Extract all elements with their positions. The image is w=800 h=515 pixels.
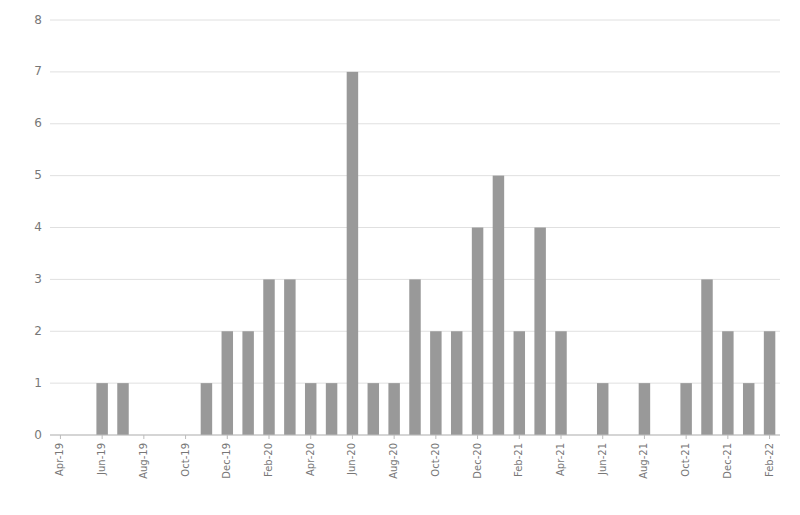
bar: [347, 72, 358, 435]
x-tick: [185, 435, 186, 439]
y-tick-label: 6: [34, 116, 42, 130]
x-tick-label: Jun-21: [597, 443, 608, 476]
bar: [409, 279, 420, 435]
bar: [680, 383, 691, 435]
y-tick-label: 3: [34, 272, 42, 286]
grid-line: [50, 123, 780, 124]
x-tick-label: Feb-21: [513, 443, 524, 477]
x-tick-label: Jun-20: [346, 443, 357, 476]
bar: [96, 383, 107, 435]
chart-container: 0 1 2 3 4 5 6 7 8 Apr-19 Jun-19 Aug-19 Oct-19 Dec-19 F…: [0, 0, 800, 515]
x-axis: Apr-19 Jun-19 Aug-19 Oct-19 Dec-19 Feb-20 Apr-…: [50, 435, 780, 479]
x-tick-label: Aug-19: [138, 443, 149, 479]
x-tick: [143, 435, 144, 439]
bar: [284, 279, 295, 435]
x-axis-line: [50, 435, 780, 436]
y-tick-label: 2: [34, 324, 42, 338]
x-tick: [769, 435, 770, 439]
x-tick-label: Apr-19: [54, 443, 65, 476]
x-tick-label: Dec-19: [221, 443, 232, 479]
y-tick-label: 1: [34, 376, 42, 390]
x-tick: [519, 435, 520, 439]
y-tick-label: 8: [34, 13, 42, 27]
x-tick: [561, 435, 562, 439]
y-tick-label: 0: [34, 428, 42, 442]
bar: [534, 228, 545, 436]
x-tick: [727, 435, 728, 439]
x-tick-label: Aug-20: [388, 443, 399, 479]
bar: [764, 331, 775, 435]
grid-line: [50, 71, 780, 72]
bar: [326, 383, 337, 435]
grid-line: [50, 20, 780, 21]
bar: [472, 228, 483, 436]
x-tick: [227, 435, 228, 439]
x-tick-label: Apr-21: [555, 443, 566, 476]
x-tick: [602, 435, 603, 439]
x-tick-label: Aug-21: [638, 443, 649, 479]
bar: [722, 331, 733, 435]
x-tick: [644, 435, 645, 439]
bar: [555, 331, 566, 435]
grid-line: [50, 227, 780, 228]
bar: [388, 383, 399, 435]
bar: [451, 331, 462, 435]
y-axis: 0 1 2 3 4 5 6 7 8: [34, 13, 42, 442]
bars: [96, 72, 775, 435]
bar: [430, 331, 441, 435]
grid: [50, 20, 780, 435]
x-tick-label: Dec-21: [722, 443, 733, 479]
x-tick-label: Oct-20: [430, 443, 441, 477]
bar: [242, 331, 253, 435]
x-tick-label: Oct-19: [180, 443, 191, 477]
x-tick: [394, 435, 395, 439]
x-tick: [477, 435, 478, 439]
x-tick: [435, 435, 436, 439]
x-tick-label: Jun-19: [96, 443, 107, 476]
bar: [493, 176, 504, 435]
bar: [514, 331, 525, 435]
bar: [368, 383, 379, 435]
bar: [639, 383, 650, 435]
x-tick-label: Oct-21: [680, 443, 691, 477]
bar: [263, 279, 274, 435]
bar: [743, 383, 754, 435]
chart-svg: 0 1 2 3 4 5 6 7 8 Apr-19 Jun-19 Aug-19 Oct-19 Dec-19 F…: [0, 0, 800, 515]
grid-line: [50, 435, 780, 436]
y-tick-label: 4: [34, 220, 42, 234]
x-tick: [102, 435, 103, 439]
x-tick-label: Feb-20: [263, 443, 274, 477]
x-tick: [352, 435, 353, 439]
bar: [305, 383, 316, 435]
y-tick-label: 7: [34, 64, 42, 78]
x-tick: [310, 435, 311, 439]
y-tick-label: 5: [34, 168, 42, 182]
x-tick: [60, 435, 61, 439]
bar: [117, 383, 128, 435]
bar: [597, 383, 608, 435]
x-tick-label: Feb-22: [764, 443, 775, 477]
x-tick: [686, 435, 687, 439]
bar: [201, 383, 212, 435]
bar: [222, 331, 233, 435]
grid-line: [50, 175, 780, 176]
x-tick-label: Apr-20: [305, 443, 316, 476]
bar: [701, 279, 712, 435]
x-tick-label: Dec-20: [472, 443, 483, 479]
x-tick: [269, 435, 270, 439]
